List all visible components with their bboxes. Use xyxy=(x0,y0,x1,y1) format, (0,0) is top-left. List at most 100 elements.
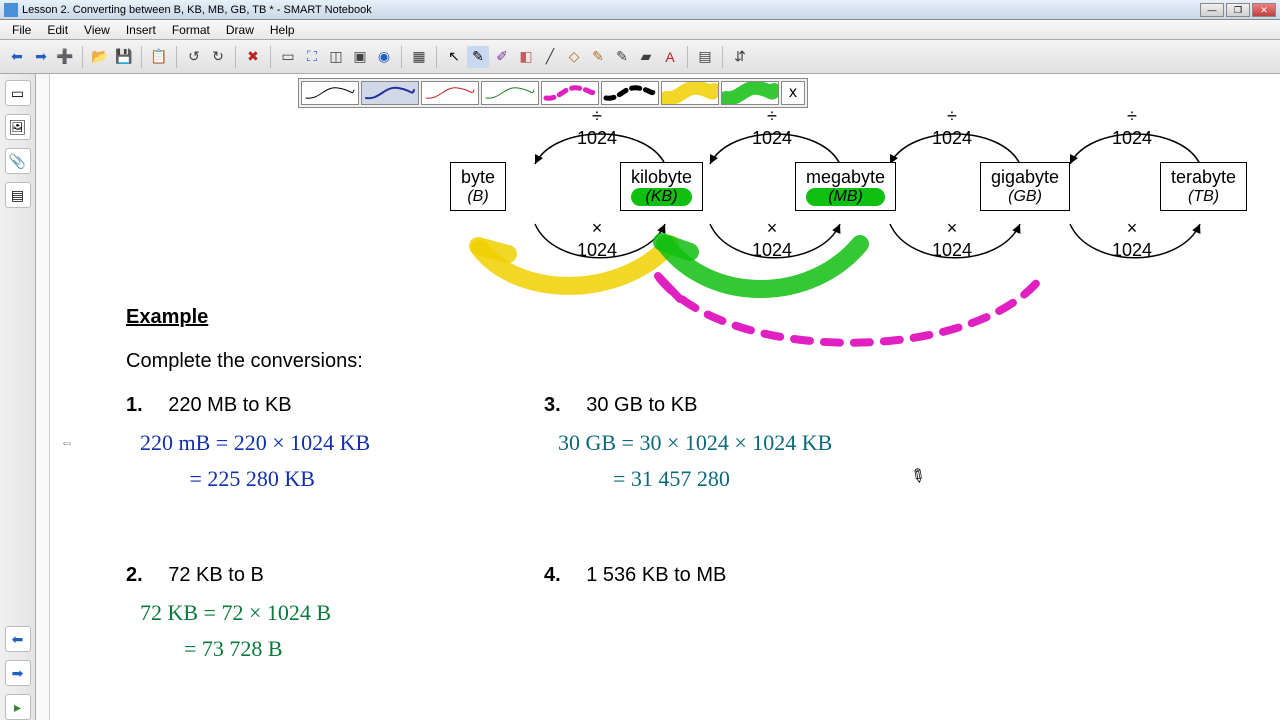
text-button[interactable]: A xyxy=(659,46,681,68)
svg-text:1024: 1024 xyxy=(932,240,972,260)
pen-cursor-icon: ✎ xyxy=(905,464,929,490)
svg-text:×: × xyxy=(1127,218,1138,238)
select-button[interactable]: ↖ xyxy=(443,46,465,68)
maximize-button[interactable]: ❐ xyxy=(1226,3,1250,17)
table-button[interactable]: ▦ xyxy=(408,46,430,68)
dual-page-button[interactable]: ◫ xyxy=(325,46,347,68)
next-page-button[interactable]: ➡ xyxy=(5,660,31,686)
unit-box-gigabyte: gigabyte(GB) xyxy=(980,162,1070,211)
svg-text:×: × xyxy=(767,218,778,238)
unit-box-terabyte: terabyte(TB) xyxy=(1160,162,1247,211)
fill-button[interactable]: ▰ xyxy=(635,46,657,68)
open-button[interactable]: 📂 xyxy=(89,46,111,68)
shape-pen-button[interactable]: ✎ xyxy=(587,46,609,68)
svg-text:÷: ÷ xyxy=(947,106,957,126)
app-icon xyxy=(4,3,18,17)
auto-hide-button[interactable]: ▸ xyxy=(5,694,31,720)
title-bar: Lesson 2. Converting between B, KB, MB, … xyxy=(0,0,1280,20)
unit-name: gigabyte xyxy=(991,167,1059,188)
svg-text:×: × xyxy=(947,218,958,238)
unit-abbr: (KB) xyxy=(631,188,692,206)
delete-button[interactable]: ✖ xyxy=(242,46,264,68)
full-screen-button[interactable]: ⛶ xyxy=(301,46,323,68)
add-page-button[interactable]: ➕ xyxy=(54,46,76,68)
conversion-diagram: ÷1024×1024÷1024×1024÷1024×1024÷1024×1024… xyxy=(450,104,1256,304)
vertical-ruler xyxy=(36,74,50,720)
toolbar-separator xyxy=(722,46,723,68)
properties-tab-tab[interactable]: ▤ xyxy=(5,182,31,208)
svg-text:1024: 1024 xyxy=(752,240,792,260)
creative-pen-button[interactable]: ✐ xyxy=(491,46,513,68)
problem-4: 4. 1 536 KB to MB xyxy=(544,564,726,587)
work-line: 30 GB = 30 × 1024 × 1024 KB xyxy=(558,430,832,456)
capture-button[interactable]: ▣ xyxy=(349,46,371,68)
example-heading: Example xyxy=(126,306,208,329)
unit-name: kilobyte xyxy=(631,167,692,188)
eraser-button[interactable]: ◧ xyxy=(515,46,537,68)
problem-3: 3. 30 GB to KB xyxy=(544,394,697,417)
page-sorter-tab[interactable]: ▭ xyxy=(5,80,31,106)
diagram-arrows: ÷1024×1024÷1024×1024÷1024×1024÷1024×1024 xyxy=(450,104,1270,324)
toolbar-separator xyxy=(141,46,142,68)
toolbar-separator xyxy=(235,46,236,68)
close-button[interactable]: ✕ xyxy=(1252,3,1276,17)
work-line: = 73 728 B xyxy=(140,636,283,662)
paste-button[interactable]: 📋 xyxy=(148,46,170,68)
shapes-button[interactable]: ◇ xyxy=(563,46,585,68)
svg-text:1024: 1024 xyxy=(752,128,792,148)
window-title: Lesson 2. Converting between B, KB, MB, … xyxy=(22,4,1198,16)
undo-button[interactable]: ↺ xyxy=(183,46,205,68)
menu-file[interactable]: File xyxy=(4,23,39,37)
svg-text:÷: ÷ xyxy=(1127,106,1137,126)
attachments-tab[interactable]: 📎 xyxy=(5,148,31,174)
redo-button[interactable]: ↻ xyxy=(207,46,229,68)
problem-1: 1. 220 MB to KB xyxy=(126,394,292,417)
unit-box-megabyte: megabyte(MB) xyxy=(795,162,896,211)
menu-view[interactable]: View xyxy=(76,23,118,37)
magic-pen-button[interactable]: ✎ xyxy=(611,46,633,68)
main-toolbar: ⬅➡➕📂💾📋↺↻✖▭⛶◫▣◉▦↖✎✐◧╱◇✎✎▰A▤⇵ xyxy=(0,40,1280,74)
unit-name: megabyte xyxy=(806,167,885,188)
gallery-tab[interactable]: 🖼 xyxy=(5,114,31,140)
problem-2: 2. 72 KB to B xyxy=(126,564,264,587)
save-button[interactable]: 💾 xyxy=(113,46,135,68)
back-arrow-button[interactable]: ⬅ xyxy=(6,46,28,68)
work-line: = 31 457 280 xyxy=(558,466,730,492)
svg-text:1024: 1024 xyxy=(577,240,617,260)
unit-abbr: (TB) xyxy=(1171,188,1236,206)
page-canvas[interactable]: x ⇔ ÷1024×1024÷1024×1024÷1024×1024÷1024×… xyxy=(50,74,1280,720)
pen-button[interactable]: ✎ xyxy=(467,46,489,68)
work-line: 220 mB = 220 × 1024 KB xyxy=(140,430,370,456)
prev-page-button[interactable]: ⬅ xyxy=(5,626,31,652)
doc-camera-button[interactable]: ◉ xyxy=(373,46,395,68)
menu-help[interactable]: Help xyxy=(262,23,303,37)
toolbar-separator xyxy=(687,46,688,68)
properties-button[interactable]: ▤ xyxy=(694,46,716,68)
side-panel: ▭ 🖼 📎 ▤ ⬅ ➡ ▸ xyxy=(0,74,36,720)
fwd-arrow-button[interactable]: ➡ xyxy=(30,46,52,68)
work-line: 72 KB = 72 × 1024 B xyxy=(140,600,331,626)
minimize-button[interactable]: — xyxy=(1200,3,1224,17)
toolbar-separator xyxy=(82,46,83,68)
line-button[interactable]: ╱ xyxy=(539,46,561,68)
work-area: ▭ 🖼 📎 ▤ ⬅ ➡ ▸ x ⇔ ÷1024×1024÷1024×1024÷1024×10… xyxy=(0,74,1280,720)
unit-box-byte: byte(B) xyxy=(450,162,506,211)
move-toolbar-button[interactable]: ⇵ xyxy=(729,46,751,68)
svg-text:1024: 1024 xyxy=(932,128,972,148)
svg-text:1024: 1024 xyxy=(577,128,617,148)
document-content: ÷1024×1024÷1024×1024÷1024×1024÷1024×1024… xyxy=(50,74,1280,720)
unit-abbr: (GB) xyxy=(991,188,1059,206)
toolbar-separator xyxy=(436,46,437,68)
toolbar-separator xyxy=(270,46,271,68)
unit-abbr: (MB) xyxy=(806,188,885,206)
menu-format[interactable]: Format xyxy=(164,23,218,37)
unit-abbr: (B) xyxy=(461,188,495,206)
unit-name: terabyte xyxy=(1171,167,1236,188)
menu-edit[interactable]: Edit xyxy=(39,23,76,37)
svg-text:×: × xyxy=(592,218,603,238)
toolbar-separator xyxy=(401,46,402,68)
menu-draw[interactable]: Draw xyxy=(218,23,262,37)
screen-shade-button[interactable]: ▭ xyxy=(277,46,299,68)
work-line: = 225 280 KB xyxy=(140,466,315,492)
menu-insert[interactable]: Insert xyxy=(118,23,164,37)
